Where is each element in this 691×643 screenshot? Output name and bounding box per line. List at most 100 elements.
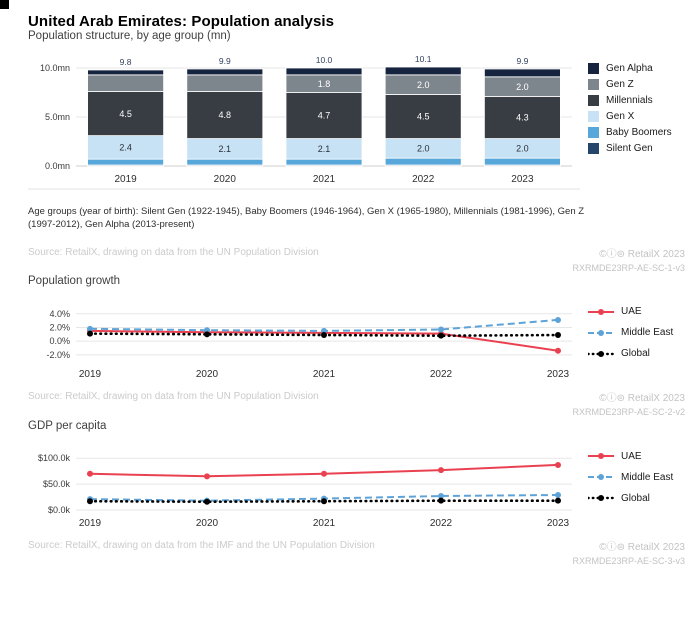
x-tick-label: 2022 (430, 369, 453, 380)
point-global (87, 330, 93, 337)
bar-segment-baby-boomers (483, 157, 561, 166)
x-tick-label: 2022 (430, 518, 453, 529)
y-tick-label: $100.0k (38, 453, 71, 463)
point-global (438, 332, 444, 339)
bar-value-label: 2.0 (417, 80, 430, 90)
legend-label: Gen Alpha (606, 63, 653, 74)
bar-value-label: 4.3 (516, 113, 529, 123)
legend-item-gen-x: Gen X (588, 111, 691, 122)
point-middle-east (438, 492, 444, 499)
point-global (321, 497, 327, 504)
legend-label: Global (621, 492, 650, 504)
population-structure-legend: Gen Alpha Gen Z Millennials Gen X Baby Boome… (588, 50, 691, 190)
gdp-per-capita-legend: UAE Middle East Global (588, 442, 691, 532)
bar-value-label: 2.0 (417, 144, 430, 154)
x-tick-label: 2021 (313, 518, 336, 529)
legend-swatch (588, 63, 599, 74)
population-growth-chart-row: 4.0% 2.0% 0.0% -2.0% 2019 2020 2021 2022 2023 UA… (28, 301, 691, 383)
legend-item-gen-z: Gen Z (588, 79, 691, 90)
x-tick-label: 2023 (511, 174, 534, 185)
y-tick-label: -2.0% (46, 350, 70, 360)
credits-block: ©ⓘ⊜ RetailX 2023 RXRMDE23RP-AE-SC-2-v2 (572, 391, 685, 420)
point-global (555, 332, 561, 339)
bar-value-label: 4.5 (417, 112, 430, 122)
y-tick-label: 5.0mn (45, 112, 70, 122)
page-title: United Arab Emirates: Population analysi… (28, 13, 335, 30)
section-population-growth: Population growth 4.0% 2.0% 0.0% -2.0% 2019 2… (28, 275, 691, 420)
x-tick-label: 2019 (79, 518, 102, 529)
y-tick-label: 2.0% (49, 323, 70, 333)
legend-item-uae: UAE (588, 451, 691, 462)
bar-value-label: 2.0 (516, 82, 529, 92)
y-tick-label: 0.0% (49, 336, 70, 346)
source-row: Source: RetailX, drawing on data from th… (28, 247, 691, 276)
source-text: Source: RetailX, drawing on data from th… (28, 391, 319, 403)
bar-segment-millennials (483, 96, 561, 139)
point-uae (555, 347, 561, 354)
bar-value-label: 1.8 (318, 79, 331, 89)
bar-segment-millennials (384, 94, 462, 139)
population-structure-chart: 10.0mn 5.0mn 0.0mn 2.4 4.5 9.8 2019 2.1 4.8 9.9 20… (28, 54, 580, 190)
point-middle-east (204, 327, 210, 334)
legend-dot (598, 495, 604, 502)
population-growth-chart: 4.0% 2.0% 0.0% -2.0% 2019 2020 2021 2022 2023 (46, 309, 572, 380)
bar-value-label: 2.0 (516, 144, 529, 154)
legend-label: Global (621, 348, 650, 360)
point-global (438, 497, 444, 504)
legend-label: UAE (621, 450, 642, 462)
point-uae (555, 461, 561, 468)
bar-value-label: 4.8 (219, 110, 232, 120)
point-uae (87, 470, 93, 477)
x-tick-label: 2023 (547, 369, 570, 380)
section-title-population-growth: Population growth (28, 275, 121, 288)
point-global (555, 497, 561, 504)
x-tick-label: 2020 (196, 518, 219, 529)
y-tick-label: 10.0mn (40, 63, 70, 73)
x-tick-label: 2019 (114, 174, 137, 185)
legend-label: Millennials (606, 95, 653, 106)
age-groups-footnote: Age groups (year of birth): Silent Gen (… (28, 206, 585, 231)
point-global (87, 497, 93, 504)
ref-code: RXRMDE23RP-AE-SC-3-v3 (572, 555, 685, 566)
section-gdp-per-capita: GDP per capita $100.0k $50.0k $0.0k 2019 202… (28, 420, 691, 569)
x-tick-label: 2020 (196, 369, 219, 380)
bar-value-label: 2.4 (119, 143, 132, 153)
legend-label: Baby Boomers (606, 127, 672, 138)
bar-segment-gen-z (87, 74, 164, 92)
legend-line-sample (588, 474, 614, 481)
legend-item-uae: UAE (588, 306, 691, 317)
page-corner-mark (0, 0, 9, 9)
point-global (204, 331, 210, 338)
legend-line-sample (588, 350, 614, 357)
y-tick-label: 0.0mn (45, 161, 70, 171)
x-tick-label: 2023 (547, 518, 570, 529)
bar-segment-gen-alpha (384, 66, 462, 76)
point-uae (321, 470, 327, 477)
legend-item-baby-boomers: Baby Boomers (588, 127, 691, 138)
point-middle-east (555, 317, 561, 324)
bar-total-label: 10.0 (316, 55, 333, 65)
bar-segment-gen-alpha (285, 67, 363, 76)
legend-swatch (588, 95, 599, 106)
point-middle-east (87, 325, 93, 332)
legend-item-middle-east: Middle East (588, 472, 691, 483)
legend-item-middle-east: Middle East (588, 327, 691, 338)
point-global (204, 498, 210, 505)
legend-label: Middle East (621, 327, 674, 339)
source-row: Source: RetailX, drawing on data from th… (28, 391, 691, 420)
population-structure-chart-row: 10.0mn 5.0mn 0.0mn 2.4 4.5 9.8 2019 2.1 4.8 9.9 20… (28, 50, 691, 190)
bar-segment-millennials (186, 91, 264, 139)
legend-label: Gen X (606, 111, 635, 122)
x-tick-label: 2020 (214, 174, 237, 185)
legend-swatch (588, 111, 599, 122)
source-text: Source: RetailX, drawing on data from th… (28, 539, 375, 551)
bar-segment-baby-boomers (285, 158, 363, 166)
y-tick-label: 4.0% (49, 309, 70, 319)
legend-dot (598, 453, 604, 460)
bar-segment-gen-z (186, 74, 264, 92)
bar-total-label: 9.8 (120, 57, 132, 67)
x-tick-label: 2021 (313, 369, 336, 380)
ref-code: RXRMDE23RP-AE-SC-2-v2 (572, 407, 685, 418)
legend-item-global: Global (588, 493, 691, 504)
x-tick-label: 2021 (313, 174, 336, 185)
